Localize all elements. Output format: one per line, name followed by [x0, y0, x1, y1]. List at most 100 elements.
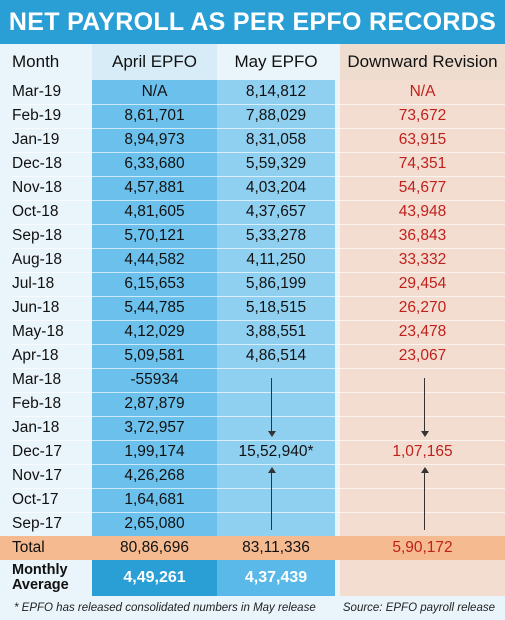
row-divider: [12, 320, 505, 321]
row-divider: [12, 416, 505, 417]
header-downward-revision: Downward Revision: [340, 44, 505, 80]
revision-cell: [340, 512, 505, 536]
row-divider: [12, 104, 505, 105]
month-cell: Sep-17: [12, 515, 62, 532]
april-cell: 4,12,029: [124, 323, 185, 340]
may-cell: 5,86,199: [245, 275, 307, 292]
april-cell: 5,70,121: [124, 227, 185, 244]
month-cell: Oct-17: [12, 491, 59, 508]
month-cell: Dec-17: [12, 443, 62, 460]
april-cell: 4,26,268: [124, 467, 185, 484]
row-divider: [12, 296, 505, 297]
header-april-epfo: April EPFO: [92, 44, 217, 80]
source-note: Source: EPFO payroll release: [342, 602, 495, 614]
row-divider: [12, 488, 505, 489]
may-cell: [217, 488, 335, 512]
row-divider: [12, 176, 505, 177]
revision-cell: 33,332: [398, 251, 447, 268]
table-row: Sep-18 5,70,121 5,33,278 36,843: [0, 224, 505, 248]
may-column-bg: [217, 80, 335, 536]
april-cell: N/A: [141, 83, 168, 100]
april-cell: 6,15,653: [124, 275, 185, 292]
table-row: Nov-18 4,57,881 4,03,204 54,677: [0, 176, 505, 200]
table-row: May-18 4,12,029 3,88,551 23,478: [0, 320, 505, 344]
may-cell: [217, 392, 335, 416]
april-cell: 8,61,701: [124, 107, 185, 124]
table-row: Oct-17 1,64,681: [0, 488, 505, 512]
may-cell: [217, 464, 335, 488]
revision-cell: 36,843: [398, 227, 447, 244]
revision-cell: 43,948: [398, 203, 447, 220]
row-divider: [12, 248, 505, 249]
arrow-down-icon: [268, 378, 276, 437]
average-april: 4,49,261: [92, 560, 217, 596]
row-divider: [12, 272, 505, 273]
header-may-epfo: May EPFO: [217, 44, 335, 80]
table-row: Dec-17 1,99,174 15,52,940* 1,07,165: [0, 440, 505, 464]
revision-column-bg: [340, 80, 505, 536]
table-row: Mar-18 -55934: [0, 368, 505, 392]
may-cell: 5,33,278: [245, 227, 307, 244]
table-row: Apr-18 5,09,581 4,86,514 23,067: [0, 344, 505, 368]
may-cell: [217, 512, 335, 536]
arrow-up-icon: [268, 467, 276, 530]
april-cell: 1,99,174: [124, 443, 185, 460]
table-row: Jan-18 3,72,957: [0, 416, 505, 440]
april-cell: 4,81,605: [124, 203, 185, 220]
header-month: Month: [0, 44, 92, 80]
row-divider: [12, 512, 505, 513]
month-cell: Aug-18: [12, 251, 62, 268]
table-row: Feb-19 8,61,701 7,88,029 73,672: [0, 104, 505, 128]
table-row: Oct-18 4,81,605 4,37,657 43,948: [0, 200, 505, 224]
april-cell: 2,65,080: [124, 515, 185, 532]
average-label-line2: Average: [12, 577, 69, 593]
may-cell: 4,86,514: [245, 347, 307, 364]
table-row: Mar-19 N/A 8,14,812 N/A: [0, 80, 505, 104]
revision-cell: [340, 368, 505, 392]
april-column-bg: [92, 80, 217, 536]
row-divider: [12, 128, 505, 129]
row-divider: [12, 368, 505, 369]
april-cell: 4,57,881: [124, 179, 185, 196]
month-cell: Jun-18: [12, 299, 60, 316]
table-row: Nov-17 4,26,268: [0, 464, 505, 488]
april-cell: 5,09,581: [124, 347, 185, 364]
table-row: Aug-18 4,44,582 4,11,250 33,332: [0, 248, 505, 272]
may-cell: [217, 368, 335, 392]
footer: * EPFO has released consolidated numbers…: [0, 596, 505, 620]
table-title: NET PAYROLL AS PER EPFO RECORDS: [0, 0, 505, 44]
april-cell: 4,44,582: [124, 251, 185, 268]
may-cell: 4,37,657: [245, 203, 307, 220]
month-cell: Feb-18: [12, 395, 62, 412]
revision-cell: [340, 488, 505, 512]
column-gap: [335, 80, 340, 536]
total-revision: 5,90,172: [392, 539, 453, 556]
revision-cell: 73,672: [398, 107, 447, 124]
average-revision-empty: [340, 560, 505, 596]
april-cell: -55934: [130, 371, 179, 388]
row-divider: [12, 440, 505, 441]
may-cell: 5,18,515: [245, 299, 307, 316]
april-cell: 1,64,681: [124, 491, 185, 508]
month-cell: Dec-18: [12, 155, 62, 172]
may-cell: 4,11,250: [246, 251, 306, 268]
row-divider: [12, 200, 505, 201]
total-may: 83,11,336: [242, 539, 310, 556]
month-cell: Oct-18: [12, 203, 59, 220]
may-cell: 5,59,329: [245, 155, 307, 172]
average-label: Monthly Average: [12, 563, 69, 593]
average-gap: [335, 560, 340, 596]
revision-cell: N/A: [409, 83, 436, 100]
may-cell: 3,88,551: [245, 323, 307, 340]
may-cell: [217, 416, 335, 440]
footnote: * EPFO has released consolidated numbers…: [14, 602, 316, 614]
revision-cell: 63,915: [398, 131, 447, 148]
arrow-up-icon: [421, 467, 429, 530]
month-cell: Nov-18: [12, 179, 62, 196]
revision-cell: 29,454: [398, 275, 447, 292]
may-cell: 8,14,812: [245, 83, 307, 100]
total-label: Total: [12, 539, 45, 556]
arrow-down-icon: [421, 378, 429, 437]
average-label-line1: Monthly: [12, 562, 68, 578]
may-cell: 7,88,029: [245, 107, 307, 124]
